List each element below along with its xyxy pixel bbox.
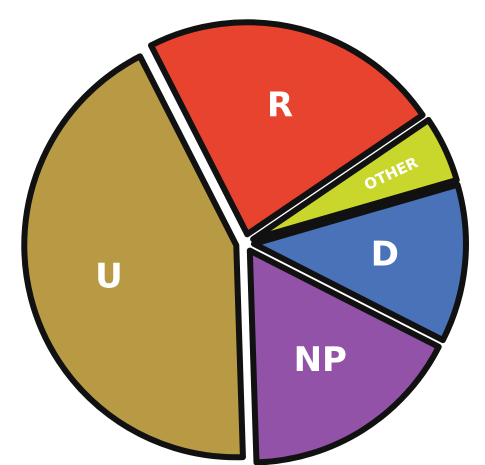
slice-label: R	[267, 85, 293, 125]
pie-slice	[250, 117, 460, 243]
slice-label: U	[95, 256, 123, 296]
pie-slice	[250, 181, 469, 344]
pie-slice	[147, 19, 426, 238]
pie-slice	[246, 247, 442, 465]
slice-label: D	[371, 235, 399, 275]
slice-label: NP	[294, 340, 347, 380]
pie-slice	[21, 53, 246, 461]
